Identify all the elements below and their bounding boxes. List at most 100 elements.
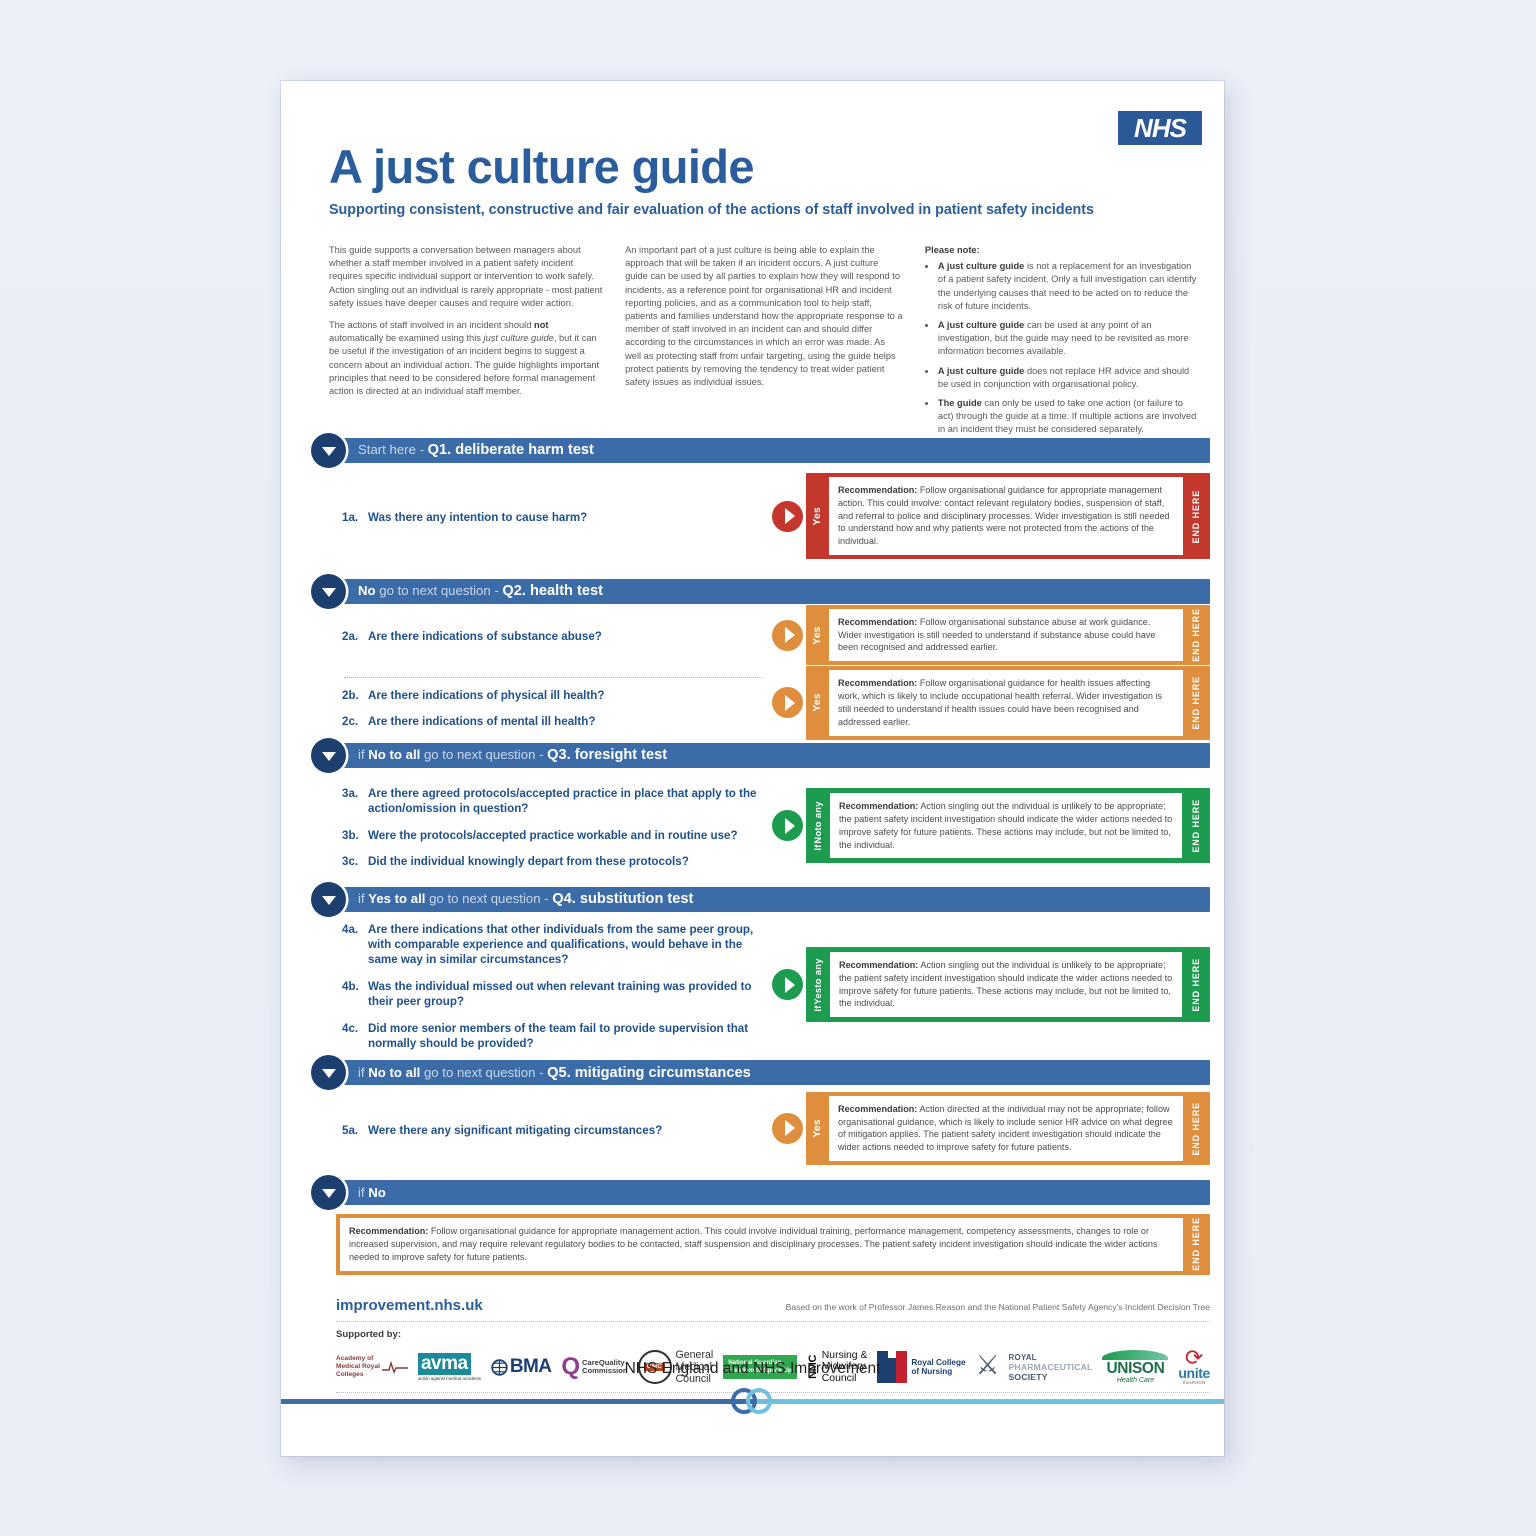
end-here-label: END HERE <box>1190 489 1201 543</box>
branch-label: If No to any <box>812 801 823 851</box>
section-bar-q5: if No to all go to next question - Q5. m… <box>311 1055 1210 1091</box>
arrow-right-icon <box>772 810 803 842</box>
question-row: 2b. Are there indications of physical il… <box>342 688 766 703</box>
question-row: 5a. Were there any significant mitigatin… <box>342 1123 766 1138</box>
question-row: 3b. Were the protocols/accepted practice… <box>342 828 766 843</box>
intro-paragraph-2: The actions of staff involved in an inci… <box>329 319 600 396</box>
supporter-logos: Academy of Medical Royal Colleges avma a… <box>336 1344 1210 1390</box>
nhs-brand-bar <box>281 1388 1224 1414</box>
intro-column-1: This guide supports a conversation betwe… <box>329 244 603 442</box>
recommendation-box: Yes Recommendation: Action directed at t… <box>806 1091 1210 1166</box>
question-row: 2c. Are there indications of mental ill … <box>342 714 766 729</box>
end-here-label: END HERE <box>1190 608 1201 662</box>
question-row: 4c. Did more senior members of the team … <box>342 1021 766 1052</box>
question-list-q3: 3a. Are there agreed protocols/accepted … <box>336 776 772 876</box>
logo-academy-of-medical-royal-colleges: Academy of Medical Royal Colleges <box>336 1355 408 1379</box>
question-number: 3a. <box>342 786 359 800</box>
recommendation-text: Recommendation: Follow organisational su… <box>829 608 1183 662</box>
recommendation-text: Recommendation: Action singling out the … <box>829 950 1183 1019</box>
question-text: Was there any intention to cause harm? <box>368 511 588 525</box>
heartbeat-icon <box>381 1360 408 1375</box>
question-block-q5: 5a. Were there any significant mitigatin… <box>336 1085 1210 1171</box>
question-text: Did more senior members of the team fail… <box>368 1021 749 1051</box>
branch-label: Yes <box>812 506 823 526</box>
question-text: Was the individual missed out when relev… <box>368 979 752 1009</box>
divider <box>336 1392 1210 1394</box>
section-bar-q2-label: No go to next question - Q2. health test <box>358 583 603 600</box>
question-number: 3c. <box>342 855 359 869</box>
logo-national-guardian: National Guardian Freedom to Speak Up <box>723 1355 797 1379</box>
intro-column-2: An important part of a just culture is b… <box>625 244 903 442</box>
logo-royal-college-of-nursing: Royal College of Nursing <box>877 1351 966 1384</box>
section-bar-q4-label: if Yes to all go to next question - Q4. … <box>358 890 694 907</box>
question-number: 2b. <box>342 688 359 702</box>
question-text: Are there agreed protocols/accepted prac… <box>368 786 757 816</box>
question-block-q2a: 2a. Are there indications of substance a… <box>336 604 1210 666</box>
question-text: Did the individual knowingly depart from… <box>368 855 689 869</box>
recommendation-box: Yes Recommendation: Follow organisationa… <box>806 666 1210 740</box>
question-text: Are there indications of mental ill heal… <box>368 715 596 729</box>
recommendation-text: Recommendation: Follow organisational gu… <box>829 476 1183 556</box>
rps-crest-icon: ⚔ <box>975 1350 1000 1381</box>
divider <box>344 676 762 678</box>
arrow-right-icon <box>772 500 803 532</box>
logo-general-medical-council: GMC General Medical Council <box>637 1349 713 1385</box>
question-text: Were there any significant mitigating ci… <box>368 1123 663 1137</box>
chevron-down-icon <box>311 881 346 917</box>
question-number: 5a. <box>342 1123 359 1137</box>
logo-unite: ⟳ unite theUNION <box>1178 1344 1210 1386</box>
question-number: 3b. <box>342 828 359 842</box>
logo-bma: BMA <box>491 1356 552 1378</box>
recommendation-box: If No to any Recommendation: Action sing… <box>806 787 1210 864</box>
website-link[interactable]: improvement.nhs.uk <box>336 1297 483 1315</box>
end-here-label: END HERE <box>1190 798 1201 853</box>
question-row: 2a. Are there indications of substance a… <box>342 629 766 644</box>
question-text: Are there indications of physical ill he… <box>368 688 605 702</box>
question-row: 1a. Was there any intention to cause har… <box>342 510 766 525</box>
question-text: Are there indications of substance abuse… <box>368 630 602 644</box>
arrow-right-icon <box>772 687 803 719</box>
logo-unison: UNISON Health Care <box>1102 1349 1169 1384</box>
nhs-logo: NHS <box>1118 111 1202 145</box>
list-item: The guide can only be used to take one a… <box>937 397 1199 437</box>
interlocking-rings-icon <box>727 1388 779 1414</box>
section-bar-final: if No <box>311 1175 1210 1211</box>
recommendation-branch-q4: If Yes to any Recommendation: Action sin… <box>772 946 1210 1023</box>
footer-links: improvement.nhs.uk Based on the work of … <box>336 1297 1210 1314</box>
recommendation-text: Recommendation: Action singling out the … <box>829 791 1183 860</box>
divider <box>336 1321 1210 1323</box>
section-bar-final-label: if No <box>358 1185 386 1201</box>
chevron-down-icon <box>311 433 346 468</box>
question-row: 3a. Are there agreed protocols/accepted … <box>342 786 766 817</box>
question-text: Were the protocols/accepted practice wor… <box>368 828 738 842</box>
page-title: A just culture guide <box>329 140 755 193</box>
recommendation-branch-q2a: Yes Recommendation: Follow organisationa… <box>772 604 1210 666</box>
recommendation-branch-q5: Yes Recommendation: Action directed at t… <box>772 1091 1210 1166</box>
end-here-label: END HERE <box>1190 675 1201 730</box>
section-bar-q3-label: if No to all go to next question - Q3. f… <box>358 746 668 763</box>
section-bar-q5-label: if No to all go to next question - Q5. m… <box>358 1064 751 1081</box>
question-block-q4: 4a. Are there indications that other ind… <box>336 912 1210 1058</box>
intro-paragraph-3: An important part of a just culture is b… <box>625 245 903 387</box>
recommendation-box: If Yes to any Recommendation: Action sin… <box>806 946 1210 1023</box>
section-bar-q4: if Yes to all go to next question - Q4. … <box>311 881 1210 917</box>
question-block-q1: 1a. Was there any intention to cause har… <box>336 463 1210 569</box>
list-item: A just culture guide does not replace HR… <box>937 365 1199 391</box>
question-row: 3c. Did the individual knowingly depart … <box>342 854 766 869</box>
rcn-monogram-icon <box>877 1351 908 1384</box>
question-list-q2bc: 2b. Are there indications of physical il… <box>336 670 772 736</box>
arrow-right-icon <box>772 969 803 1001</box>
gmc-seal-icon: GMC <box>637 1350 672 1385</box>
unison-sweep-icon <box>1102 1349 1169 1360</box>
decision-flow: Start here - Q1. deliberate harm test 1a… <box>311 433 1210 1394</box>
chevron-down-icon <box>311 1175 346 1211</box>
recommendation-text: Recommendation: Follow organisational gu… <box>829 670 1183 736</box>
based-on-credit: Based on the work of Professor James Rea… <box>785 1302 1210 1313</box>
end-here-label: END HERE <box>1190 1101 1201 1156</box>
intro-columns: This guide supports a conversation betwe… <box>329 244 1199 442</box>
recommendation-box: Yes Recommendation: Follow organisationa… <box>806 604 1210 666</box>
chevron-down-icon <box>311 1055 346 1091</box>
section-bar-q3: if No to all go to next question - Q3. f… <box>311 737 1210 773</box>
header: A just culture guide Supporting consiste… <box>329 143 1198 220</box>
